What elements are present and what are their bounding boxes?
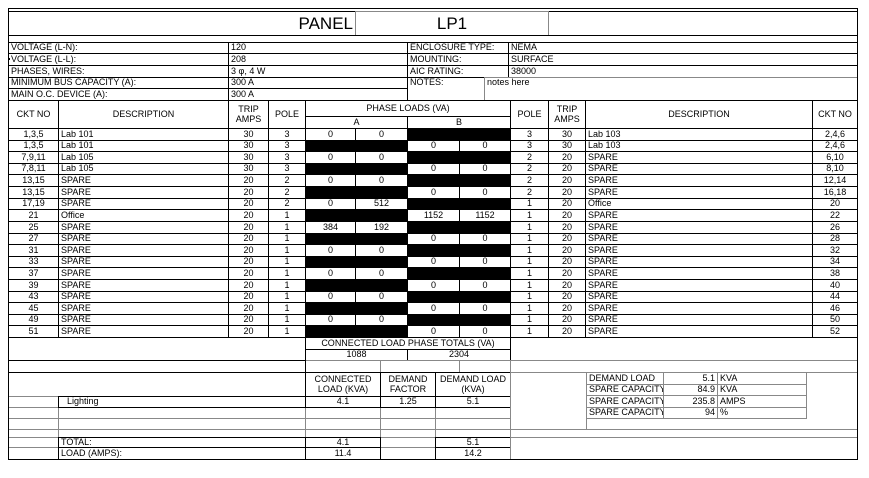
capacity-unit: %	[717, 407, 807, 419]
schedule-frame	[8, 8, 858, 460]
